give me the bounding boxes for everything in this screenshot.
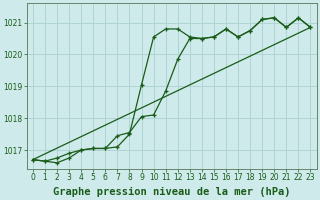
X-axis label: Graphe pression niveau de la mer (hPa): Graphe pression niveau de la mer (hPa): [53, 186, 291, 197]
